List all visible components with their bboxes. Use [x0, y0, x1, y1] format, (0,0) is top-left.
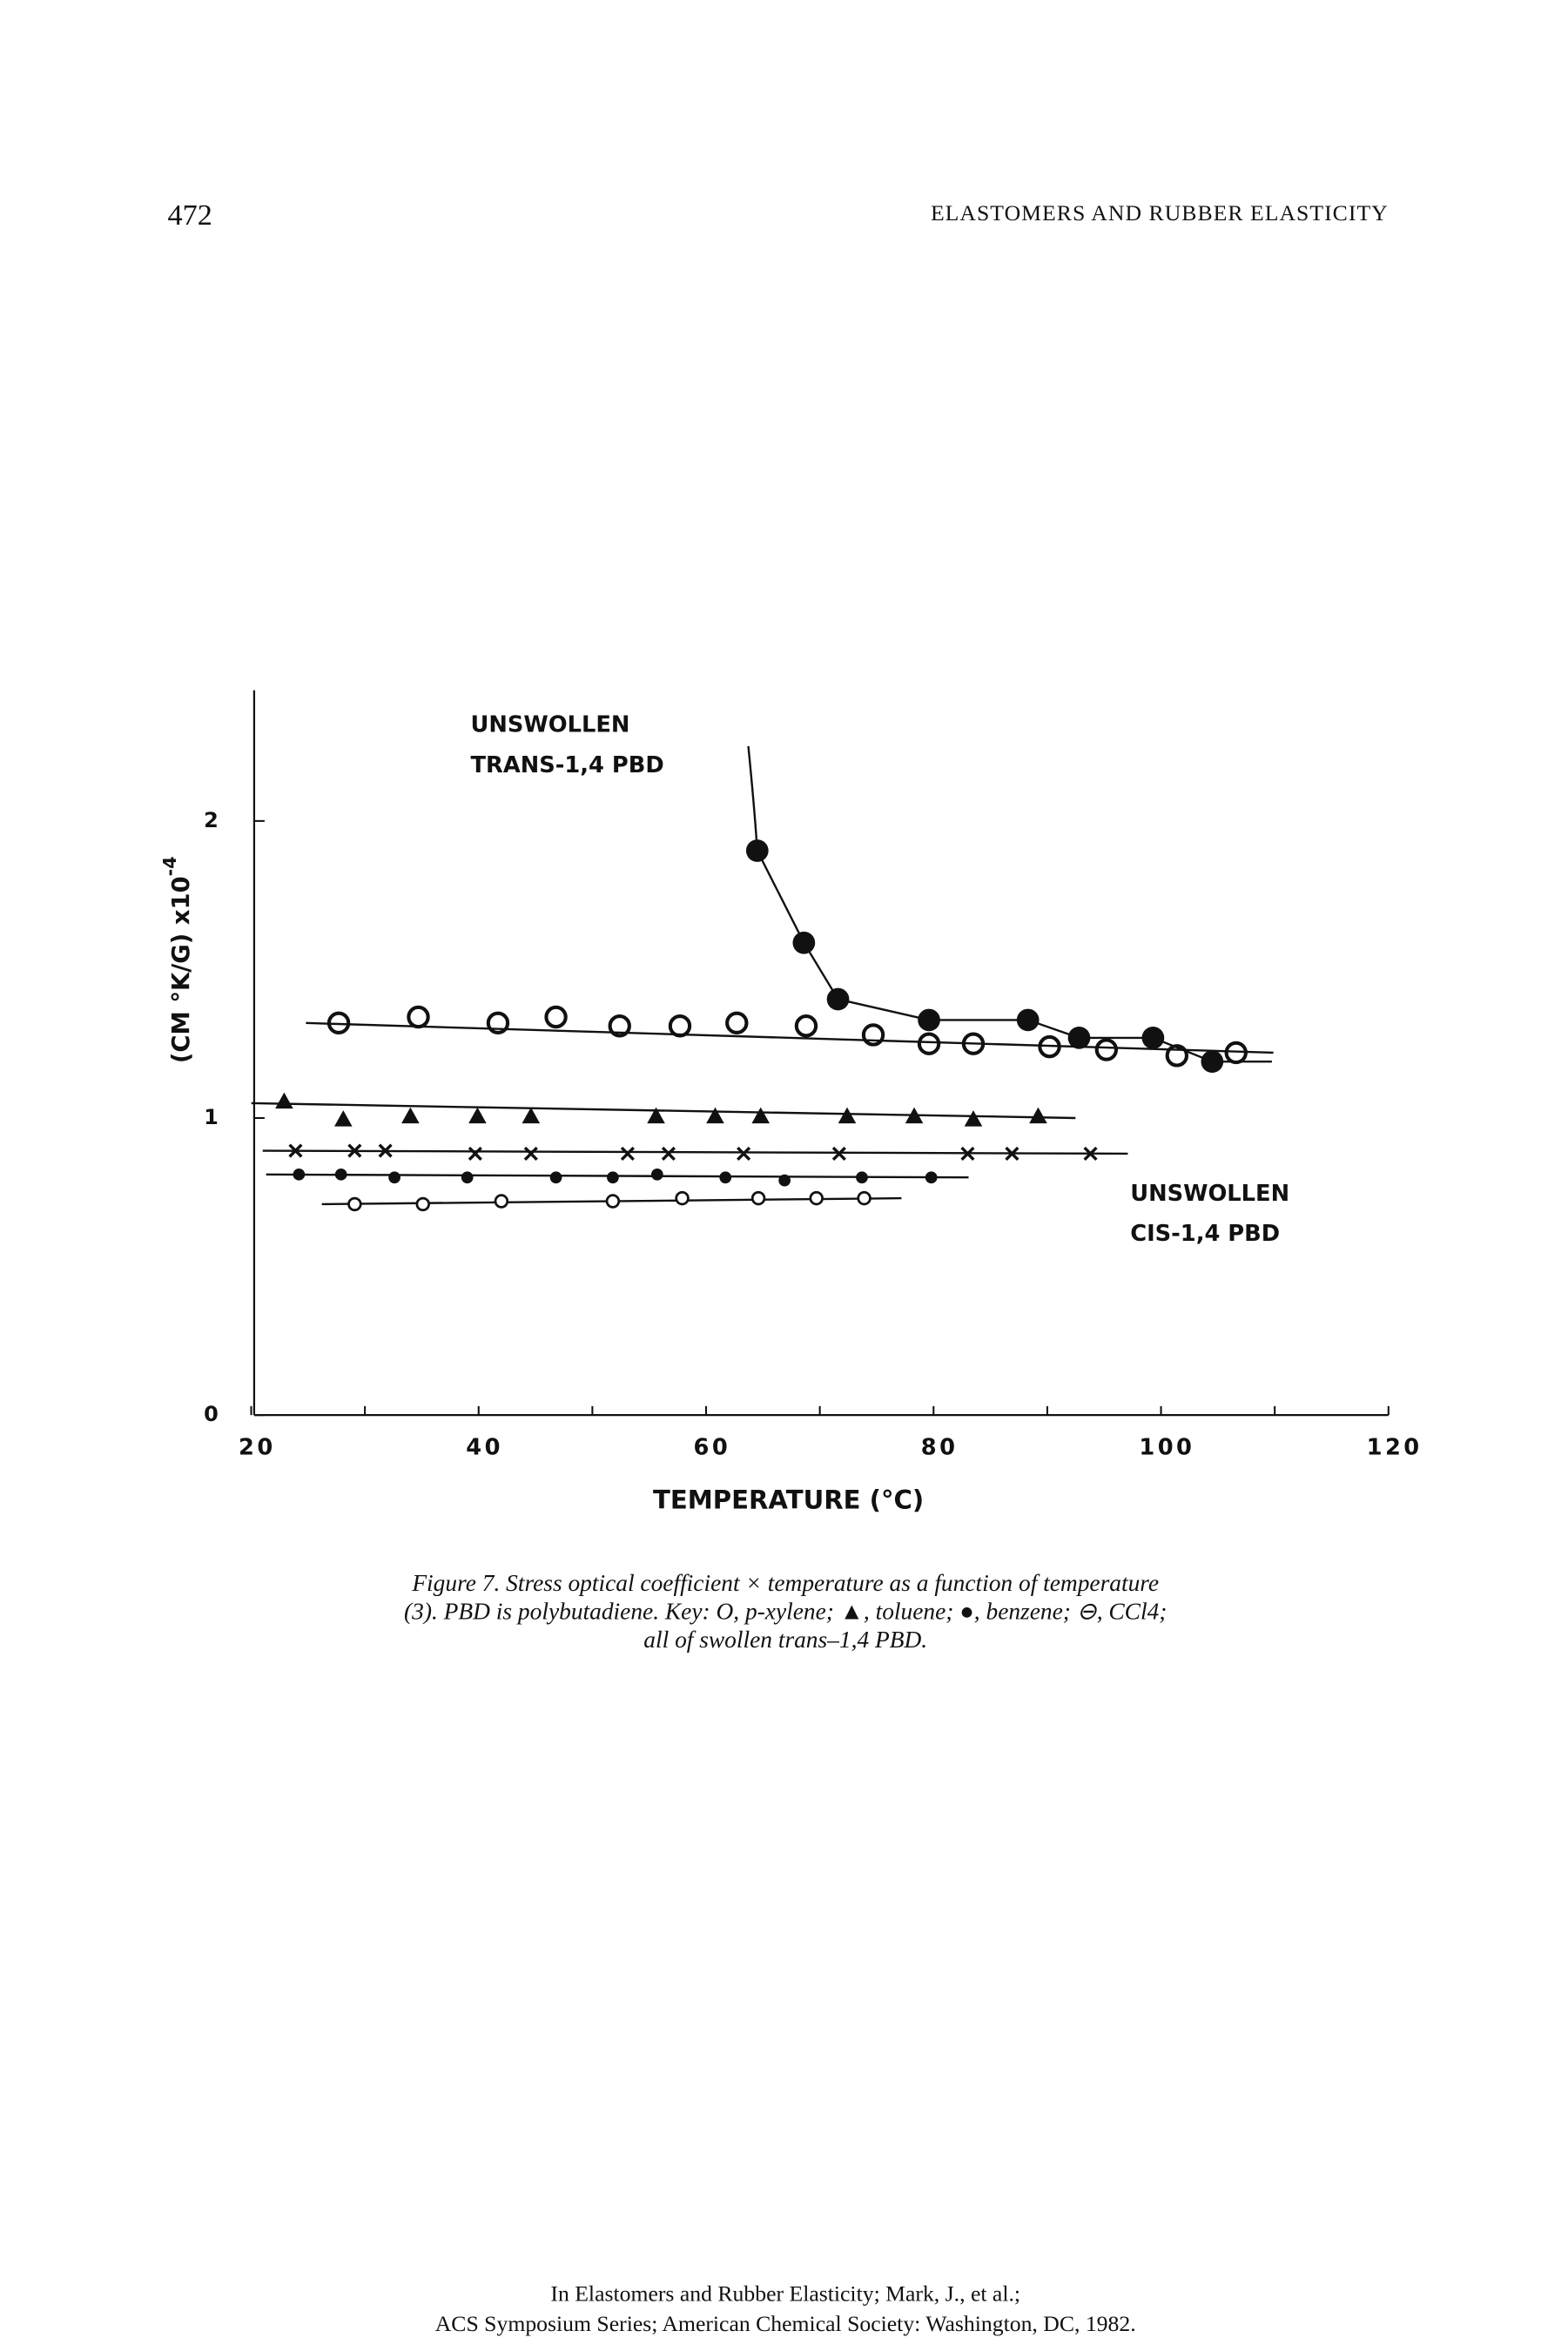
marker [347, 1143, 362, 1158]
y-tick-label: 0 [204, 1402, 219, 1426]
marker [523, 1146, 538, 1162]
page-number: 472 [168, 199, 212, 232]
marker [468, 1146, 482, 1162]
marker [826, 987, 850, 1011]
marker [794, 1014, 818, 1038]
fit-line [262, 1149, 1128, 1155]
marker [605, 1194, 621, 1209]
marker [378, 1143, 393, 1158]
marker [1083, 1146, 1098, 1162]
marker [668, 1014, 692, 1038]
marker [745, 839, 769, 862]
annotation: CIS-1,4 PBD [1130, 1221, 1280, 1247]
marker [792, 931, 816, 954]
marker [725, 1011, 749, 1035]
marker [494, 1194, 509, 1209]
marker [1029, 1107, 1047, 1124]
marker [857, 1190, 871, 1206]
marker [1141, 1027, 1165, 1049]
marker [544, 1005, 568, 1029]
annotation: UNSWOLLEN [1130, 1181, 1289, 1207]
marker [856, 1171, 868, 1184]
annotation: TRANS-1,4 PBD [471, 752, 664, 778]
y-axis-label-exponent: -4 [159, 856, 180, 876]
marker [1165, 1044, 1189, 1068]
marker [461, 1171, 474, 1184]
chart: 0 1 2 20 40 60 80 100 120 TEMPERATURE (°C) (CM °K/… [159, 690, 1423, 1515]
marker [401, 1107, 420, 1124]
marker [486, 1011, 510, 1035]
marker [917, 1032, 941, 1055]
marker [719, 1171, 732, 1184]
fit-line [306, 1021, 1274, 1054]
fit-line [251, 1101, 1076, 1120]
x-tick-label: 100 [1139, 1434, 1195, 1460]
footer-line: ACS Symposium Series; American Chemical … [435, 2311, 1136, 2336]
marker [388, 1171, 400, 1184]
marker [334, 1110, 353, 1127]
marker [961, 1032, 986, 1055]
footer: In Elastomers and Rubber Elasticity; Mar… [435, 2280, 1136, 2335]
marker [905, 1107, 924, 1124]
marker [647, 1107, 665, 1124]
marker [706, 1107, 724, 1124]
marker [275, 1092, 293, 1109]
marker [1067, 1027, 1091, 1049]
running-title: ELASTOMERS AND RUBBER ELASTICITY [931, 200, 1389, 226]
marker [1038, 1034, 1061, 1059]
annotation: UNSWOLLEN [471, 712, 630, 738]
marker [650, 1168, 663, 1181]
marker [1094, 1038, 1119, 1061]
footer-line: In Elastomers and Rubber Elasticity; Mar… [550, 2280, 1020, 2306]
marker [293, 1168, 306, 1181]
x-tick-label: 120 [1367, 1434, 1423, 1460]
marker [1201, 1050, 1224, 1074]
marker [925, 1171, 938, 1184]
marker [415, 1196, 430, 1212]
marker [831, 1146, 846, 1162]
marker [964, 1110, 983, 1127]
marker [608, 1014, 631, 1038]
y-tick-label: 1 [204, 1105, 219, 1129]
x-tick-label: 40 [466, 1434, 503, 1460]
marker [326, 1011, 351, 1035]
marker [661, 1146, 676, 1162]
marker [1016, 1008, 1040, 1032]
marker [522, 1107, 541, 1124]
y-tick-label: 2 [204, 808, 219, 832]
marker [288, 1143, 303, 1158]
caption-line: Figure 7. Stress optical coefficient × t… [411, 1570, 1159, 1596]
caption-line: (3). PBD is polybutadiene. Key: O, p-xyl… [404, 1598, 1167, 1624]
marker [468, 1107, 487, 1124]
marker [809, 1190, 824, 1206]
marker [1005, 1146, 1020, 1162]
marker [918, 1008, 940, 1032]
marker [334, 1168, 347, 1181]
marker [620, 1146, 635, 1162]
caption-line: all of swollen trans–1,4 PBD. [643, 1627, 927, 1653]
x-axis-label: TEMPERATURE (°C) [653, 1485, 924, 1515]
marker [549, 1171, 562, 1184]
caption: Figure 7. Stress optical coefficient × t… [404, 1570, 1167, 1653]
marker [751, 1107, 771, 1124]
marker [861, 1023, 885, 1047]
x-tick-label: 60 [694, 1434, 731, 1460]
x-tick-label: 20 [239, 1434, 276, 1460]
marker [347, 1196, 362, 1212]
marker [607, 1171, 619, 1184]
marker [838, 1107, 857, 1124]
marker [737, 1146, 751, 1162]
marker [750, 1190, 766, 1206]
x-tick-label: 80 [921, 1434, 959, 1460]
fit-curve [747, 745, 1272, 1063]
marker [960, 1146, 975, 1162]
marker [675, 1190, 690, 1206]
marker [407, 1005, 430, 1029]
y-axis-label: (CM °K/G) x10-4 [159, 856, 195, 1063]
marker [778, 1174, 791, 1187]
